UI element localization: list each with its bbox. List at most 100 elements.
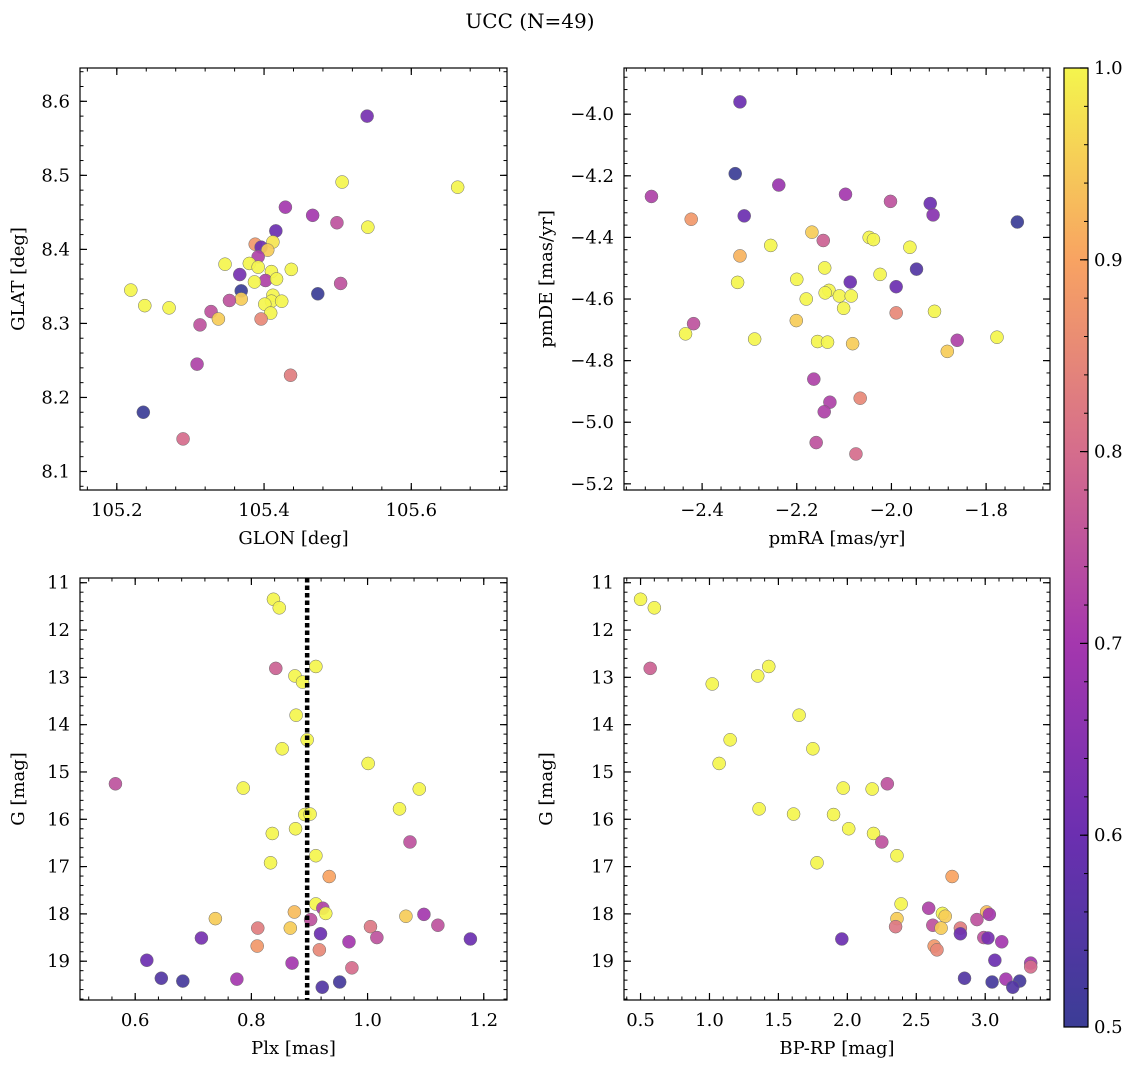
markers bbox=[644, 95, 1025, 461]
data-point bbox=[686, 316, 701, 331]
data-point bbox=[330, 215, 344, 230]
data-point bbox=[752, 802, 766, 816]
y-tick-label: 14 bbox=[591, 715, 614, 736]
y-tick-label: −4.8 bbox=[570, 351, 614, 372]
y-tick-label: 15 bbox=[591, 762, 614, 783]
data-point bbox=[678, 327, 693, 341]
axes-frame bbox=[79, 67, 508, 491]
data-point bbox=[154, 971, 169, 985]
data-point bbox=[275, 742, 289, 756]
data-point bbox=[888, 919, 903, 934]
data-point bbox=[890, 848, 904, 863]
y-tick-label: 17 bbox=[591, 857, 614, 878]
data-point bbox=[1006, 980, 1020, 994]
data-point bbox=[836, 781, 850, 795]
data-point bbox=[218, 257, 232, 271]
data-point bbox=[269, 661, 283, 676]
colorbar-tick-label: 0.6 bbox=[1094, 825, 1123, 846]
data-point bbox=[945, 869, 959, 884]
ticks bbox=[624, 578, 1050, 1000]
x-tick-label: 105.4 bbox=[238, 500, 290, 521]
y-tick-label: 16 bbox=[47, 809, 70, 830]
x-tick-label: −2.0 bbox=[870, 500, 914, 521]
data-point bbox=[254, 312, 268, 326]
data-point bbox=[750, 669, 765, 683]
data-point bbox=[799, 292, 813, 306]
data-point bbox=[844, 289, 858, 303]
x-tick-label: 0.6 bbox=[121, 1010, 150, 1031]
data-point bbox=[322, 869, 336, 884]
panel-plx_g: 0.6 0.8 1.0 1.2 11 12 13 14 15 16 17 18 19 Plx [mas] G… bbox=[8, 573, 508, 1059]
data-point bbox=[136, 405, 151, 420]
data-point bbox=[194, 931, 209, 945]
data-point bbox=[806, 742, 820, 756]
y-axis-label: G [mag] bbox=[8, 752, 29, 825]
data-point bbox=[953, 927, 968, 941]
x-tick-label: 2.5 bbox=[902, 1010, 931, 1031]
data-point bbox=[810, 856, 824, 870]
data-point bbox=[841, 821, 856, 836]
data-point bbox=[832, 289, 847, 303]
data-point bbox=[431, 918, 445, 933]
data-point bbox=[361, 220, 375, 234]
data-point bbox=[399, 909, 413, 924]
y-tick-label: 16 bbox=[591, 809, 614, 830]
data-point bbox=[934, 921, 948, 935]
data-point bbox=[403, 835, 417, 849]
data-point bbox=[938, 909, 952, 924]
panel-pm: −2.4 −2.2 −2.0 −1.8 −5.2 −5.0 −4.8 −4.6 −4.4 −4.2… bbox=[536, 67, 1051, 549]
data-point bbox=[272, 601, 287, 615]
x-axis-label: GLON [deg] bbox=[238, 528, 348, 549]
ticks bbox=[80, 578, 508, 1000]
data-point bbox=[644, 189, 659, 204]
data-point bbox=[728, 166, 742, 181]
panel-glon_glat: 105.2 105.4 105.6 8.1 8.2 8.3 8.4 8.5 8.6 GLON [d… bbox=[8, 67, 508, 549]
data-point bbox=[805, 225, 819, 239]
data-point bbox=[124, 283, 138, 297]
figure-title: UCC (N=49) bbox=[465, 9, 594, 33]
data-point bbox=[809, 435, 823, 450]
data-point bbox=[838, 187, 853, 202]
data-point bbox=[723, 733, 737, 747]
x-tick-label: 1.0 bbox=[695, 1010, 724, 1031]
colorbar-gradient bbox=[1063, 67, 1089, 1028]
markers bbox=[633, 592, 1038, 994]
data-point bbox=[647, 601, 662, 615]
data-point bbox=[251, 260, 265, 274]
data-point bbox=[335, 175, 349, 189]
data-point bbox=[176, 974, 190, 988]
data-point bbox=[412, 782, 427, 796]
data-point bbox=[763, 238, 778, 253]
y-tick-label: −5.0 bbox=[570, 412, 614, 433]
data-point bbox=[923, 196, 937, 211]
y-tick-label: −5.2 bbox=[570, 474, 614, 495]
data-point bbox=[450, 180, 465, 194]
data-point bbox=[786, 807, 801, 821]
data-point bbox=[880, 777, 895, 791]
data-point bbox=[988, 953, 1002, 968]
y-tick-label: 8.5 bbox=[41, 165, 70, 186]
data-point bbox=[790, 272, 804, 287]
y-tick-label: 8.6 bbox=[41, 91, 70, 112]
markers bbox=[124, 109, 465, 446]
data-point bbox=[193, 318, 207, 332]
y-tick-label: 8.4 bbox=[41, 239, 70, 260]
data-point bbox=[1010, 215, 1025, 229]
y-tick-label: −4.4 bbox=[570, 227, 614, 248]
data-point bbox=[222, 293, 237, 308]
y-tick-label: 8.3 bbox=[41, 313, 70, 334]
data-point bbox=[361, 756, 375, 771]
data-point bbox=[1023, 960, 1038, 974]
data-point bbox=[236, 781, 250, 795]
data-point bbox=[950, 333, 964, 348]
data-point bbox=[284, 262, 299, 277]
data-point bbox=[737, 209, 751, 223]
x-axis-label: pmRA [mas/yr] bbox=[769, 528, 906, 549]
data-point bbox=[853, 391, 867, 405]
data-point bbox=[940, 344, 955, 359]
data-point bbox=[230, 972, 244, 986]
data-point bbox=[287, 905, 302, 919]
data-point bbox=[162, 301, 176, 315]
data-point bbox=[333, 276, 348, 291]
